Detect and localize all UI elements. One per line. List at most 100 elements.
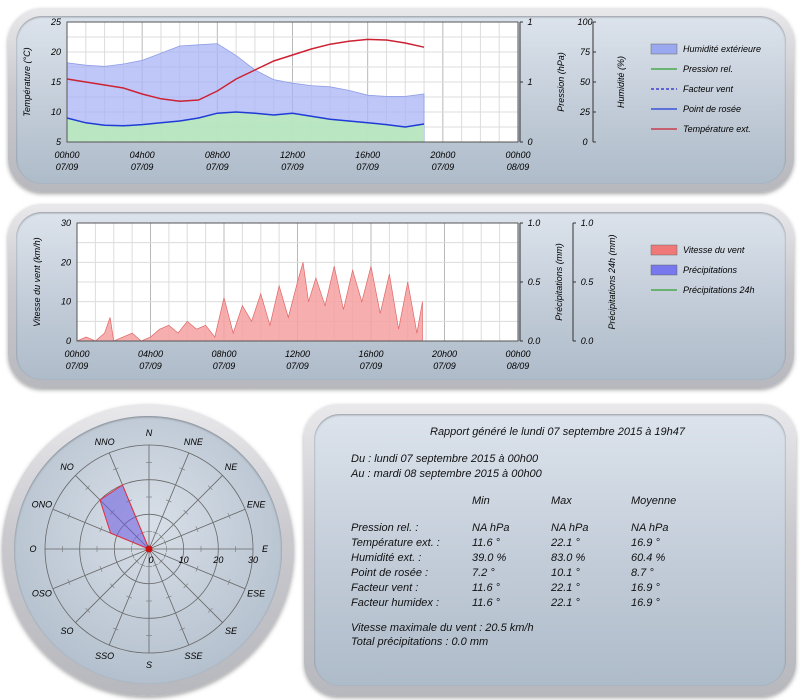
right-tick-label: 1 (527, 77, 532, 87)
rose-tick (112, 627, 119, 631)
rose-tick (83, 572, 87, 579)
legend-label: Vitesse du vent (683, 245, 745, 255)
dewpoint-area (67, 112, 425, 142)
report-max-cell: 83.0 % (551, 552, 586, 564)
x-tick-time: 20h00 (431, 349, 457, 359)
rose-direction-label: SO (60, 626, 73, 636)
rose-tick (172, 483, 179, 487)
wind-chart-frame (76, 222, 519, 342)
right-axis-label: Précipitations 24h (mm) (607, 234, 617, 329)
rose-tick (179, 467, 186, 471)
temperature-chart: 5 10 15 20 25 Température (°C) 0 1 1 Pression (hP… (22, 17, 761, 172)
rose-tick (166, 595, 172, 599)
rose-tick (159, 515, 166, 519)
legend-swatch (650, 43, 678, 55)
report-label-cell: Facteur vent : (351, 582, 419, 594)
right-tick-label: 0 (527, 137, 532, 147)
left-tick-label: 0 (66, 336, 71, 346)
x-tick-date: 07/09 (281, 162, 304, 172)
right-tick-label: 0.5 (581, 277, 595, 287)
legend-label: Précipitations (683, 265, 738, 275)
legend-label: Pression rel. (683, 64, 733, 74)
rose-direction-label: ESE (247, 588, 266, 598)
x-tick-date: 08/09 (507, 162, 530, 172)
rose-tick (211, 519, 215, 526)
report-label-cell: Humidité ext. : (351, 552, 422, 564)
rose-tick (134, 558, 140, 564)
rose-direction-label: SSE (184, 651, 203, 661)
right-tick-label: 1 (527, 17, 532, 27)
rose-polygon (99, 484, 150, 550)
left-tick-label: 20 (50, 47, 61, 57)
rose-tick (139, 563, 146, 567)
x-tick-date: 07/09 (433, 361, 456, 371)
rose-tick (183, 583, 189, 589)
rose-tick (195, 497, 201, 503)
x-tick-date: 07/09 (139, 361, 162, 371)
report-min-cell: NA hPa (472, 522, 510, 534)
dewpoint-line (66, 111, 425, 128)
report-header-max: Max (551, 495, 572, 507)
x-tick-time: 08h00 (205, 150, 230, 160)
rose-tick (171, 522, 176, 527)
report-min-cell: 11.6 ° (472, 582, 501, 594)
rose-tick (159, 579, 166, 583)
rose-tick (179, 627, 186, 631)
report-to: Au : mardi 08 septembre 2015 à 00h00 (351, 468, 542, 480)
rose-tick (227, 579, 231, 586)
rose-tick (183, 509, 189, 515)
rose-tick (207, 607, 213, 613)
left-tick-label: 5 (56, 137, 62, 147)
left-axis-label: Température (°C) (22, 47, 32, 116)
x-tick-date: 07/09 (66, 361, 89, 371)
left-tick-label: 10 (61, 297, 71, 307)
x-tick-time: 04h00 (138, 349, 163, 359)
rose-tick (131, 552, 135, 559)
report-panel (304, 404, 796, 696)
report-max-cell: 10.1 ° (551, 567, 580, 579)
wind-speed-area (76, 262, 423, 342)
rose-scale-label: 10 (179, 555, 189, 565)
report-avg-cell: 16.9 ° (631, 597, 660, 609)
report-avg-cell: NA hPa (631, 522, 669, 534)
x-tick-date: 07/09 (432, 162, 455, 172)
x-tick-time: 00h00 (505, 349, 530, 359)
rose-tick (109, 583, 115, 589)
report-panel-inner (314, 414, 786, 686)
x-tick-time: 16h00 (355, 150, 380, 160)
legend-label: Facteur vent (683, 84, 734, 94)
report-min-cell: 11.6 ° (472, 597, 501, 609)
x-tick-date: 07/09 (356, 162, 379, 172)
x-tick-date: 08/09 (507, 361, 530, 371)
right-tick-label: 0.0 (581, 336, 594, 346)
rose-tick (227, 512, 231, 519)
rose-tick (99, 526, 103, 532)
report-max-cell: 22.1 ° (551, 582, 580, 594)
rose-tick (158, 558, 164, 564)
rose-tick (195, 566, 199, 572)
left-tick-label: 25 (50, 17, 62, 27)
rose-tick (152, 563, 159, 567)
rose-tick (163, 539, 167, 546)
x-tick-date: 07/09 (286, 361, 309, 371)
rose-tick (85, 485, 91, 491)
rose-tick (83, 519, 87, 526)
right-tick-label: 50 (580, 77, 590, 87)
right-tick-label: 25 (579, 107, 591, 117)
report-from: Du : lundi 07 septembre 2015 à 00h00 (351, 453, 539, 465)
rose-tick (179, 559, 183, 566)
legend-label: Humidité extérieure (683, 44, 761, 54)
rose-tick (126, 595, 132, 599)
rose-tick (85, 607, 91, 613)
report-header-avg: Moyenne (631, 495, 677, 507)
x-tick-time: 04h00 (130, 150, 155, 160)
rose-direction-label: E (262, 544, 269, 554)
x-tick-time: 00h00 (505, 150, 530, 160)
rose-scale-label: 20 (212, 555, 223, 565)
rose-tick (99, 566, 103, 572)
rose-direction-label: NE (225, 462, 238, 472)
right-tick-label: 75 (580, 47, 591, 57)
rose-direction-label: ENE (247, 500, 267, 510)
right-axis-label: Pression (hPa) (556, 52, 566, 112)
rose-direction-label: N (146, 428, 153, 438)
